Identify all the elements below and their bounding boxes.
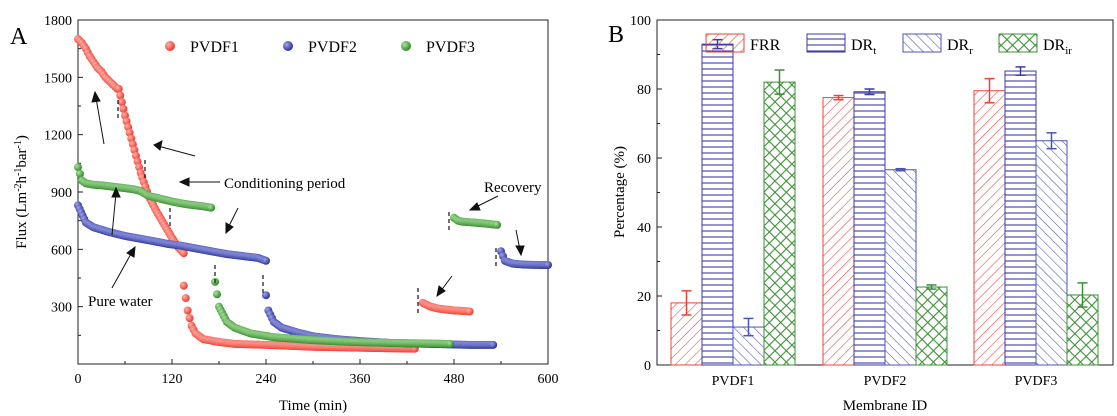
panel-a-x-axis-label: Time (min) (279, 398, 347, 414)
panel-b-y-axis-label: Percentage (%) (612, 146, 628, 238)
arrowhead-pvdf3-start (111, 186, 121, 198)
legend-swatch-drt (806, 33, 846, 53)
x-tick-label: PVDF3 (1015, 374, 1058, 389)
panel-a-annotations: Conditioning period Pure water Recovery (88, 90, 542, 316)
annotation-pure-water: Pure water (88, 294, 153, 310)
y-tick-label: 1200 (44, 129, 72, 144)
legend-label-pvdf3: PVDF3 (426, 39, 475, 56)
data-point (493, 220, 502, 229)
y-tick-label: 20 (637, 290, 651, 305)
arrowhead-pvdf2-recovery (515, 245, 525, 257)
x-tick-label: 0 (75, 372, 82, 387)
arrowhead-pvdf1-mid (153, 140, 163, 151)
y-tick-label: 1800 (44, 14, 72, 29)
bar-group-pvdf2 (822, 88, 948, 366)
data-point (117, 98, 126, 107)
data-point (489, 340, 498, 349)
arrowhead-recovery (468, 202, 481, 211)
bar-drir (915, 286, 948, 366)
bar-frr (822, 97, 855, 366)
panel-a-label: A (10, 24, 28, 50)
bar-drir (763, 81, 796, 366)
data-point (75, 169, 84, 178)
data-point (183, 306, 192, 315)
y-tick-label: 1500 (44, 71, 72, 86)
data-point (114, 84, 123, 93)
x-tick-label: 600 (538, 372, 559, 387)
legend-marker-pvdf1 (165, 41, 175, 51)
y-tick-label: 0 (644, 359, 651, 374)
x-tick-label: 360 (350, 372, 371, 387)
y-tick-label: 100 (630, 14, 651, 29)
arrow-pvdf1-upper (95, 97, 105, 145)
bar-drr (1035, 140, 1068, 366)
panel-a: A 0 120 240 360 480 600300600900120015001800 … (10, 14, 559, 414)
legend-label-frr: FRR (750, 37, 781, 54)
data-point (185, 314, 194, 323)
data-point (465, 307, 474, 316)
y-tick-label: 300 (51, 301, 72, 316)
x-tick-label: 120 (162, 372, 183, 387)
series-pvdf3 (74, 163, 502, 348)
legend-marker-pvdf2 (283, 41, 293, 51)
arrowhead-pvdf1-upper (91, 90, 101, 103)
data-point (262, 291, 270, 300)
x-tick-label: PVDF1 (712, 374, 755, 389)
legend-label-drr: DRr (947, 37, 973, 57)
arrow-pure-water (111, 251, 133, 289)
panel-b-label: B (608, 22, 624, 48)
bar-drr (884, 169, 917, 366)
panel-a-axes: 0 120 240 360 480 600 300 600 900 1200 1500 1800 (44, 14, 559, 387)
bar-group-pvdf1 (670, 38, 796, 366)
y-tick-label: 900 (51, 186, 72, 201)
annotation-recovery: Recovery (484, 180, 542, 196)
panel-a-legend: PVDF1 PVDF2 PVDF3 (165, 39, 475, 56)
x-tick-label: 480 (444, 372, 465, 387)
arrowhead-conditioning (178, 177, 190, 187)
bar-drt (701, 43, 734, 366)
arrow-pvdf1-mid (157, 145, 196, 157)
arrowhead-pvdf2-down (225, 222, 234, 235)
arrowhead-pvdf1-recovery (436, 285, 446, 298)
data-point (181, 294, 190, 303)
data-point (262, 256, 270, 265)
data-point (544, 261, 552, 270)
y-tick-label: 60 (637, 152, 651, 167)
legend-label-drt: DRt (851, 37, 876, 57)
legend-label-pvdf1: PVDF1 (190, 39, 239, 56)
arrow-pvdf3-start (111, 192, 117, 236)
bar-group-pvdf3 (973, 66, 1099, 366)
legend-marker-pvdf3 (401, 41, 411, 51)
legend-label-pvdf2: PVDF2 (308, 39, 357, 56)
legend-swatch-drr (902, 33, 942, 53)
legend-swatch-frr (705, 33, 745, 53)
data-point (179, 281, 188, 290)
y-tick-label: 600 (51, 243, 72, 258)
x-tick-label: 240 (256, 372, 277, 387)
legend-label-drir: DRir (1043, 37, 1072, 57)
arrowhead-pure-water (126, 245, 136, 258)
data-point (119, 104, 128, 113)
y-tick-label: 80 (637, 83, 651, 98)
data-point (446, 339, 455, 348)
panel-b-bars (670, 38, 1099, 366)
data-point (116, 91, 125, 100)
annotation-conditioning-period: Conditioning period (224, 176, 346, 192)
data-point (179, 249, 188, 258)
panel-b: B 0 20 40 60 80 100 PVDF1 PVDF2 PVDF3 Membrane I… (608, 14, 1114, 414)
data-point (213, 290, 222, 299)
y-tick-label: 40 (637, 221, 651, 236)
data-point (74, 163, 82, 172)
panel-b-x-axis-label: Membrane ID (843, 398, 928, 414)
panel-a-series (74, 35, 552, 353)
panel-b-legend: FRR DRt DRr DRir (705, 33, 1072, 57)
bar-drt (1004, 70, 1037, 366)
bar-frr (973, 90, 1006, 366)
panel-a-y-axis-label: Flux (Lm-2h-1bar-1) (13, 135, 30, 249)
data-point (207, 203, 216, 212)
legend-swatch-drir (998, 33, 1038, 53)
bar-drt (853, 91, 886, 366)
x-tick-label: PVDF2 (864, 374, 907, 389)
